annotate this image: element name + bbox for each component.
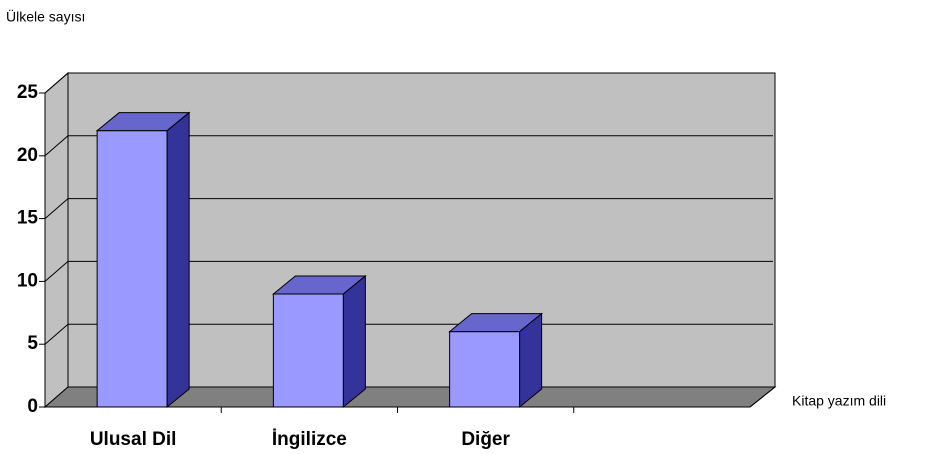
y-axis-title: Ülkele sayısı	[6, 8, 85, 25]
x-tick-label: Ulusal Dil	[90, 429, 177, 450]
y-tick-label: 10	[17, 270, 38, 291]
bar-front	[449, 331, 521, 408]
y-tick-label: 15	[17, 208, 39, 229]
grid-line	[44, 72, 69, 94]
y-tick-label: 5	[27, 333, 38, 354]
grid-line	[44, 323, 69, 345]
bar-front	[96, 130, 168, 408]
side-wall	[44, 71, 69, 409]
x-tick-label: İngilizce	[272, 429, 347, 450]
bar-side	[342, 274, 366, 409]
y-tick-label: 0	[27, 396, 38, 417]
bar-side	[166, 111, 190, 409]
grid-line	[44, 198, 69, 219]
y-tick-label: 25	[17, 82, 39, 103]
bar-side	[519, 312, 543, 409]
grid-line	[44, 261, 69, 282]
grid-line	[44, 135, 69, 157]
x-axis-end	[749, 386, 776, 408]
y-tick-label: 20	[17, 145, 38, 166]
x-axis-title: Kitap yazım dili	[792, 393, 886, 409]
bar-front	[272, 293, 344, 408]
bars	[95, 111, 544, 409]
x-tick-label: Diğer	[461, 429, 510, 450]
